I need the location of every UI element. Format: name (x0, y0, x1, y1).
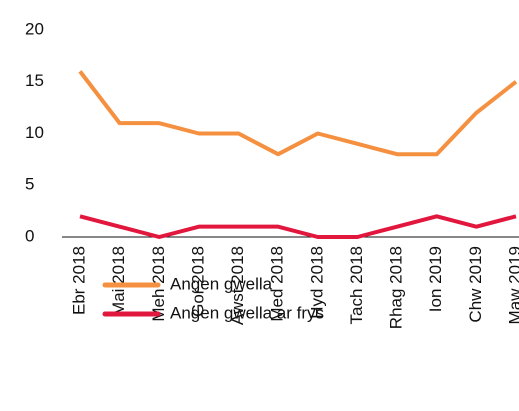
series-line (78, 70, 518, 157)
y-tick-label: 5 (25, 175, 34, 194)
y-tick-label: 0 (25, 226, 34, 245)
series-line (79, 214, 517, 239)
x-tick-label: Hyd 2018 (307, 246, 326, 319)
y-tick-label: 15 (25, 71, 44, 90)
x-tick-label: Chw 2019 (466, 246, 485, 323)
x-tick-label: Tach 2018 (347, 246, 366, 324)
x-tick-label: Ion 2019 (426, 246, 445, 312)
x-tick-label: Awst 2018 (228, 246, 247, 325)
x-tick-label: Rhag 2018 (387, 246, 406, 329)
x-tick-label: Gor 2018 (188, 246, 207, 317)
x-tick-label: Mai 2018 (109, 246, 128, 316)
y-tick-label: 20 (25, 19, 44, 38)
legend-label: Angen gwella (170, 274, 273, 293)
y-tick-label: 10 (25, 123, 44, 142)
x-tick-label: Ebr 2018 (69, 246, 88, 315)
x-tick-label: Maw 2019 (505, 246, 519, 324)
x-tick-label: Med 2018 (268, 246, 287, 322)
legend-label: Angen gwella ar frys (170, 303, 324, 322)
